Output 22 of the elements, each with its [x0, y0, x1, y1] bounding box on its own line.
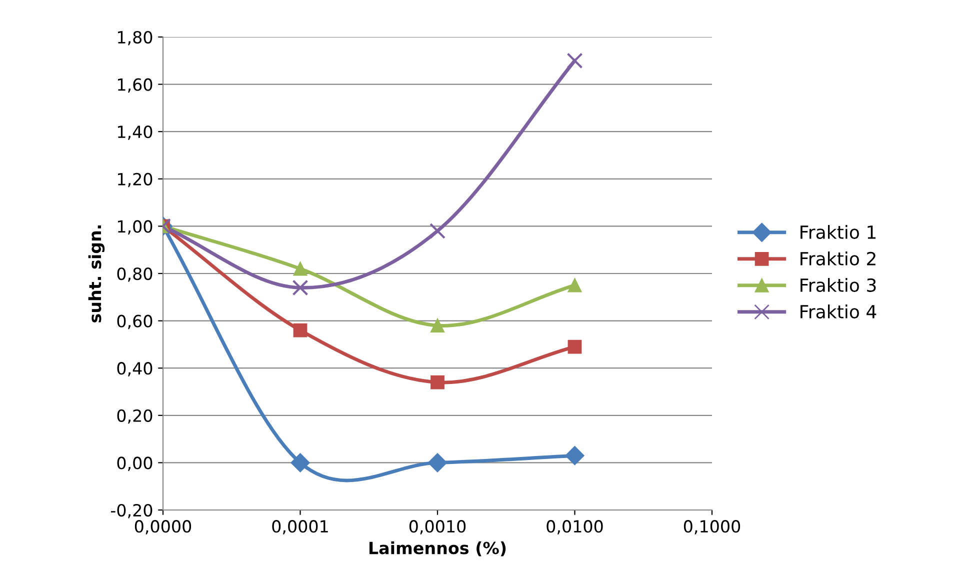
y-tick-label: 0,20 — [117, 409, 152, 424]
y-tick-label: 1,40 — [118, 126, 152, 140]
x-tick-label: 0,0000 — [134, 520, 192, 534]
legend-label: Fraktio 4 — [800, 304, 876, 318]
y-tick-label: 0,60 — [117, 314, 152, 330]
x-tick-label: 0,0100 — [546, 520, 603, 534]
x-tick-label: 0,1000 — [684, 520, 740, 534]
legend-label: Fraktio 3 — [800, 278, 876, 292]
y-tick-label: -0,20 — [110, 504, 152, 518]
x-axis-title: Laimennos (%) — [369, 541, 506, 556]
y-tick-label: 0,40 — [117, 362, 152, 376]
y-axis-title: suht. sign. — [88, 225, 105, 322]
x-tick-label: 0,0001 — [272, 520, 328, 534]
y-tick-label: 0,00 — [117, 456, 152, 471]
y-tick-label: 1,20 — [118, 172, 152, 188]
y-tick-label: 0,80 — [117, 267, 152, 282]
legend-label: Fraktio 2 — [800, 252, 876, 266]
x-tick-label: 0,0010 — [409, 520, 466, 534]
y-tick-label: 1,00 — [118, 220, 152, 234]
y-tick-label: 1,80 — [118, 30, 152, 46]
y-tick-label: 1,60 — [118, 78, 152, 93]
legend-label: Fraktio 1 — [800, 225, 876, 239]
